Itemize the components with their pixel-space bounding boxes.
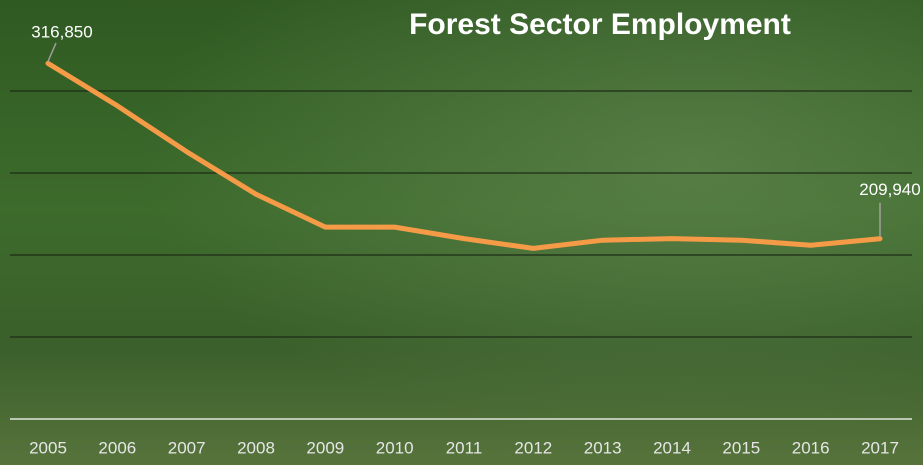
data-label: 209,940: [859, 180, 920, 199]
x-tick-label: 2005: [29, 438, 67, 457]
x-tick-label: 2006: [98, 438, 136, 457]
background-water: [0, 330, 923, 465]
x-tick-label: 2017: [861, 438, 899, 457]
line: [45, 60, 883, 251]
x-tick-label: 2012: [514, 438, 552, 457]
x-tick-label: 2011: [446, 438, 483, 457]
x-tick-label: 2015: [722, 438, 760, 457]
leader-line: [47, 42, 57, 62]
x-tick-label: 2014: [653, 438, 691, 457]
x-tick-label: 2013: [584, 438, 622, 457]
x-tick-label: 2007: [168, 438, 206, 457]
x-tick-label: 2009: [306, 438, 344, 457]
chart-title: Forest Sector Employment: [409, 8, 791, 41]
x-tick-label: 2016: [792, 438, 830, 457]
data-label: 316,850: [31, 22, 92, 41]
x-tick-label: 2010: [376, 438, 414, 457]
x-tick-label: 2008: [237, 438, 275, 457]
